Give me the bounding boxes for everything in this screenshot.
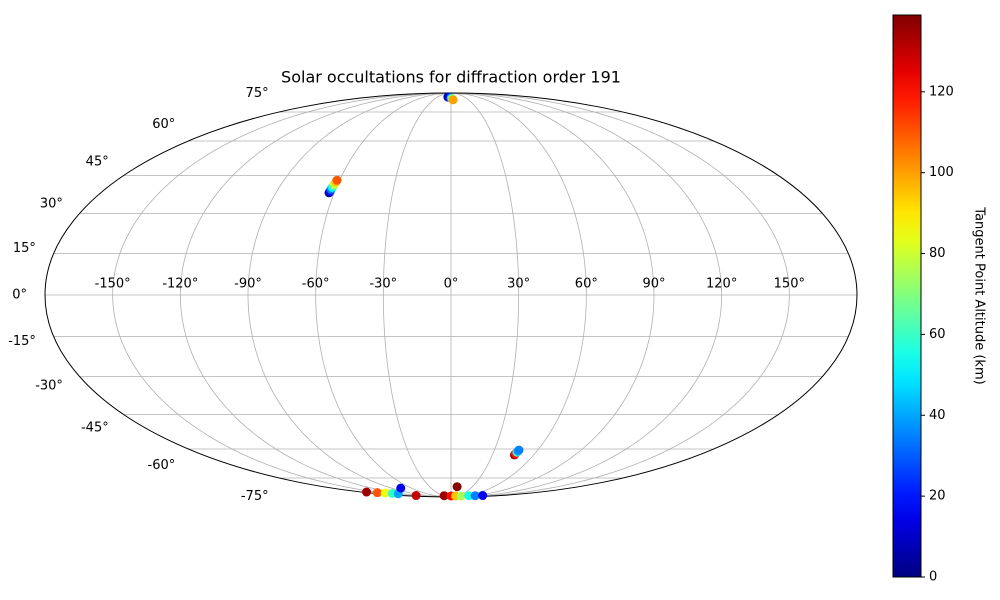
grid-line xyxy=(247,92,452,498)
x-tick-label: 90° xyxy=(642,277,665,292)
grid-line xyxy=(450,92,587,498)
data-point xyxy=(456,491,466,501)
y-tick-label: 75° xyxy=(246,86,269,101)
x-tick-label: -90° xyxy=(234,277,262,292)
colorbar-tick-label: 20 xyxy=(929,489,946,504)
grid-line xyxy=(450,92,655,498)
y-tick-label: 0° xyxy=(12,288,27,303)
y-tick-label: -45° xyxy=(81,421,109,436)
data-point xyxy=(470,491,480,501)
data-point xyxy=(452,482,462,492)
grid-line xyxy=(315,92,452,498)
data-point xyxy=(464,491,474,501)
x-tick-label: 0° xyxy=(444,277,459,292)
x-tick-label: 150° xyxy=(774,277,805,292)
x-tick-label: -120° xyxy=(162,277,198,292)
x-tick-label: 60° xyxy=(575,277,598,292)
x-tick-label: -150° xyxy=(95,277,131,292)
colorbar xyxy=(892,14,922,578)
colorbar-tick-label: 120 xyxy=(929,84,954,99)
y-tick-label: -60° xyxy=(148,458,176,473)
x-tick-label: -60° xyxy=(302,277,330,292)
y-tick-label: 45° xyxy=(86,154,109,169)
grid-line xyxy=(450,92,790,498)
y-tick-label: -75° xyxy=(241,489,269,504)
x-tick-label: -30° xyxy=(369,277,397,292)
grid-line xyxy=(382,92,452,498)
grid xyxy=(45,92,857,498)
data-point xyxy=(448,95,458,105)
y-tick-label: 60° xyxy=(152,117,175,132)
y-tick-label: -15° xyxy=(8,334,36,349)
grid-line xyxy=(179,92,452,498)
x-tick-label: 120° xyxy=(706,277,737,292)
y-tick-label: 30° xyxy=(40,196,63,211)
data-point xyxy=(514,445,524,455)
x-tick-label: 30° xyxy=(507,277,530,292)
grid-line xyxy=(450,92,520,498)
chart-title: Solar occultations for diffraction order… xyxy=(281,68,621,87)
grid-line xyxy=(450,92,723,498)
data-point xyxy=(372,488,382,498)
grid-line xyxy=(112,92,452,498)
data-point xyxy=(332,175,342,185)
colorbar-label: Tangent Point Altitude (km) xyxy=(972,206,987,384)
data-point xyxy=(380,488,390,498)
y-tick-label: -30° xyxy=(35,379,63,394)
data-point xyxy=(362,487,372,497)
colorbar-tick-label: 100 xyxy=(929,165,954,180)
data-point xyxy=(411,491,421,501)
colorbar-tick-label: 80 xyxy=(929,246,946,261)
data-point xyxy=(439,491,449,501)
colorbar-tick-label: 40 xyxy=(929,408,946,423)
y-tick-label: 15° xyxy=(13,241,36,256)
data-point xyxy=(396,483,406,493)
data-point xyxy=(478,491,488,501)
colorbar-tick-label: 60 xyxy=(929,327,946,342)
colorbar-tick-label: 0 xyxy=(929,570,937,585)
